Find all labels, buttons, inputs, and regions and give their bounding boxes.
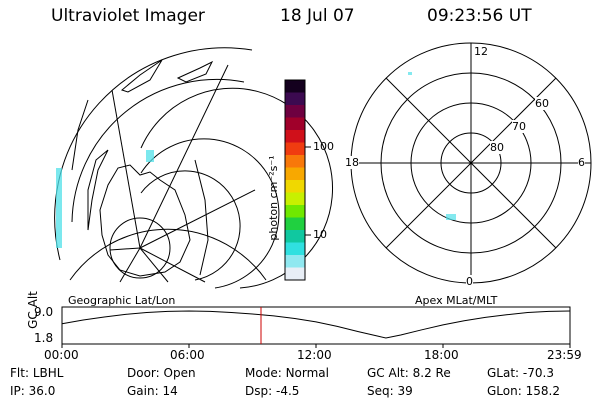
x-tick-label: 06:00 xyxy=(170,348,205,362)
colorbar-segment xyxy=(285,242,305,256)
filter-label: Flt: LBHL xyxy=(10,366,64,380)
coastline xyxy=(176,60,214,83)
geo-lat-ring xyxy=(69,228,267,281)
app-title: Ultraviolet Imager xyxy=(51,6,205,26)
coastline xyxy=(87,149,109,231)
geo-meridian xyxy=(111,89,141,249)
colorbar-segment xyxy=(285,130,305,143)
door-value: Open xyxy=(163,366,196,380)
colorbar-segment xyxy=(285,92,305,106)
mlat-label-60: 60 xyxy=(535,97,549,110)
altitude-series-line xyxy=(61,310,571,339)
x-tick-label: 18:00 xyxy=(424,348,459,362)
x-tick-label: 12:00 xyxy=(297,348,332,362)
emission-patch xyxy=(408,72,412,75)
seq-label: Seq: 39 xyxy=(367,384,413,398)
mlt-label-6: 6 xyxy=(578,156,585,169)
glon-label: GLon: 158.2 xyxy=(487,384,560,398)
gain-label: Gain: 14 xyxy=(127,384,178,398)
colorbar-segment xyxy=(285,255,305,268)
colorbar-segment xyxy=(285,217,305,231)
colorbar-segment xyxy=(285,192,305,206)
geo-meridian xyxy=(109,247,141,251)
colorbar-segment xyxy=(285,180,305,193)
colorbar-segment xyxy=(285,167,305,181)
glat-label: GLat: -70.3 xyxy=(487,366,554,380)
coastline xyxy=(99,164,191,277)
time-label: 09:23:56 UT xyxy=(427,6,532,26)
geographic-panel-label: Geographic Lat/Lon xyxy=(68,294,176,307)
filter-value: LBHL xyxy=(32,366,64,380)
geo-lat-ring xyxy=(140,170,241,281)
colorbar-segment xyxy=(285,105,305,118)
colorbar-segment xyxy=(285,230,305,243)
glat-value: -70.3 xyxy=(522,366,554,380)
altitude-chart-frame xyxy=(61,306,571,345)
mlt-label-12: 12 xyxy=(474,45,488,58)
geo-lat-ring xyxy=(71,78,245,223)
colorbar-segment xyxy=(285,80,305,93)
mode-value: Normal xyxy=(285,366,329,380)
coastline xyxy=(71,99,89,171)
gc-alt-value: 8.2 Re xyxy=(412,366,451,380)
dsp-value: -4.5 xyxy=(275,384,300,398)
x-tick-label: 00:00 xyxy=(44,348,79,362)
mlt-label-0: 0 xyxy=(466,275,473,288)
geo-meridian xyxy=(139,189,256,249)
geo-meridian xyxy=(139,247,206,283)
colorbar-tick-label: 10 xyxy=(313,228,327,241)
seq-value: 39 xyxy=(397,384,413,398)
gc-alt-label: GC Alt: 8.2 Re xyxy=(367,366,451,380)
emission-patch xyxy=(146,150,154,162)
ip-label: IP: 36.0 xyxy=(10,384,56,398)
colorbar-frame xyxy=(284,79,306,281)
y-tick-label: 1.8 xyxy=(34,331,54,345)
apex-panel-label: Apex MLat/MLT xyxy=(415,294,498,307)
geo-meridian xyxy=(139,247,169,283)
geo-lat-ring xyxy=(54,47,253,261)
glon-value: 158.2 xyxy=(525,384,560,398)
geo-meridian xyxy=(119,247,141,283)
mlt-label-18: 18 xyxy=(345,156,359,169)
colorbar-segment xyxy=(285,155,305,168)
polar-meridian-diagonal xyxy=(385,77,557,249)
colorbar-segment xyxy=(285,142,305,156)
dsp-label: Dsp: -4.5 xyxy=(245,384,300,398)
coastline xyxy=(120,59,163,93)
x-tick-label: 23:59 xyxy=(547,348,582,362)
date-label: 18 Jul 07 xyxy=(280,6,355,26)
geo-lat-ring xyxy=(140,138,280,289)
emission-patch xyxy=(446,214,456,220)
geo-lat-ring xyxy=(109,217,171,279)
ip-value: 36.0 xyxy=(28,384,56,398)
door-label: Door: Open xyxy=(127,366,196,380)
mode-label: Mode: Normal xyxy=(245,366,329,380)
colorbar-tick-label: 100 xyxy=(313,140,334,153)
geo-meridian xyxy=(139,64,229,249)
gain-value: 14 xyxy=(162,384,178,398)
mlat-label-70: 70 xyxy=(512,120,526,133)
mlat-label-80: 80 xyxy=(490,141,504,154)
y-tick-label: 9.0 xyxy=(34,305,54,319)
colorbar-segment xyxy=(285,205,305,218)
colorbar-segment xyxy=(285,267,305,281)
coastline xyxy=(194,159,209,276)
colorbar-segment xyxy=(285,117,305,131)
emission-patch xyxy=(56,168,62,248)
